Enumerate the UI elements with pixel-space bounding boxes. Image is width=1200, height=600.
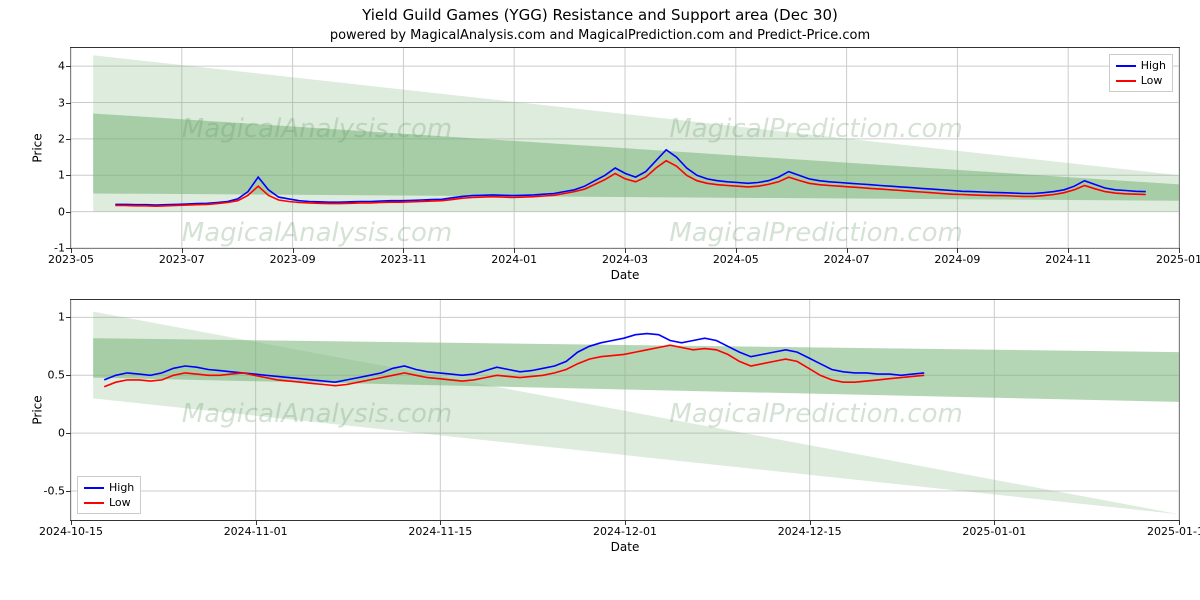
xtick: 2023-05 <box>48 253 94 266</box>
xtick: 2024-12-01 <box>593 525 657 538</box>
ytick: 0.5 <box>41 369 65 382</box>
xtick: 2025-01 <box>1156 253 1200 266</box>
chart-bottom-plot <box>71 300 1179 520</box>
ytick: 1 <box>41 311 65 324</box>
xtick: 2023-07 <box>159 253 205 266</box>
xtick: 2024-11 <box>1045 253 1091 266</box>
legend: High Low <box>77 476 141 514</box>
legend: High Low <box>1109 54 1173 92</box>
chart-title: Yield Guild Games (YGG) Resistance and S… <box>0 0 1200 24</box>
chart-bottom: Price Date MagicalAnalysis.com MagicalPr… <box>70 299 1180 521</box>
chart-container: Yield Guild Games (YGG) Resistance and S… <box>0 0 1200 600</box>
ytick: 4 <box>41 60 65 73</box>
xtick: 2025-01-15 <box>1147 525 1200 538</box>
xlabel: Date <box>611 268 640 282</box>
xtick: 2024-03 <box>602 253 648 266</box>
chart-top: Price Date MagicalAnalysis.com MagicalPr… <box>70 47 1180 249</box>
legend-swatch-low <box>1116 80 1136 82</box>
xtick: 2023-11 <box>380 253 426 266</box>
legend-label-low: Low <box>1141 74 1163 87</box>
xtick: 2024-10-15 <box>39 525 103 538</box>
legend-row: Low <box>1116 73 1166 88</box>
legend-label-low: Low <box>109 496 131 509</box>
ytick: 0 <box>41 427 65 440</box>
xtick: 2024-07 <box>824 253 870 266</box>
legend-row: High <box>84 480 134 495</box>
xtick: 2025-01-01 <box>962 525 1026 538</box>
ytick: -0.5 <box>41 485 65 498</box>
legend-swatch-high <box>1116 65 1136 67</box>
legend-swatch-high <box>84 487 104 489</box>
chart-subtitle: powered by MagicalAnalysis.com and Magic… <box>0 24 1200 47</box>
xtick: 2024-05 <box>713 253 759 266</box>
xtick: 2024-11-01 <box>224 525 288 538</box>
ytick: 2 <box>41 132 65 145</box>
xtick: 2023-09 <box>270 253 316 266</box>
xtick: 2024-01 <box>491 253 537 266</box>
xtick: 2024-11-15 <box>408 525 472 538</box>
legend-label-high: High <box>109 481 134 494</box>
ytick: 1 <box>41 169 65 182</box>
chart-top-plot <box>71 48 1179 248</box>
ylabel: Price <box>31 395 45 424</box>
legend-row: Low <box>84 495 134 510</box>
legend-label-high: High <box>1141 59 1166 72</box>
ytick: 0 <box>41 205 65 218</box>
xlabel: Date <box>611 540 640 554</box>
legend-row: High <box>1116 58 1166 73</box>
legend-swatch-low <box>84 502 104 504</box>
ytick: 3 <box>41 96 65 109</box>
xtick: 2024-09 <box>934 253 980 266</box>
xtick: 2024-12-15 <box>778 525 842 538</box>
